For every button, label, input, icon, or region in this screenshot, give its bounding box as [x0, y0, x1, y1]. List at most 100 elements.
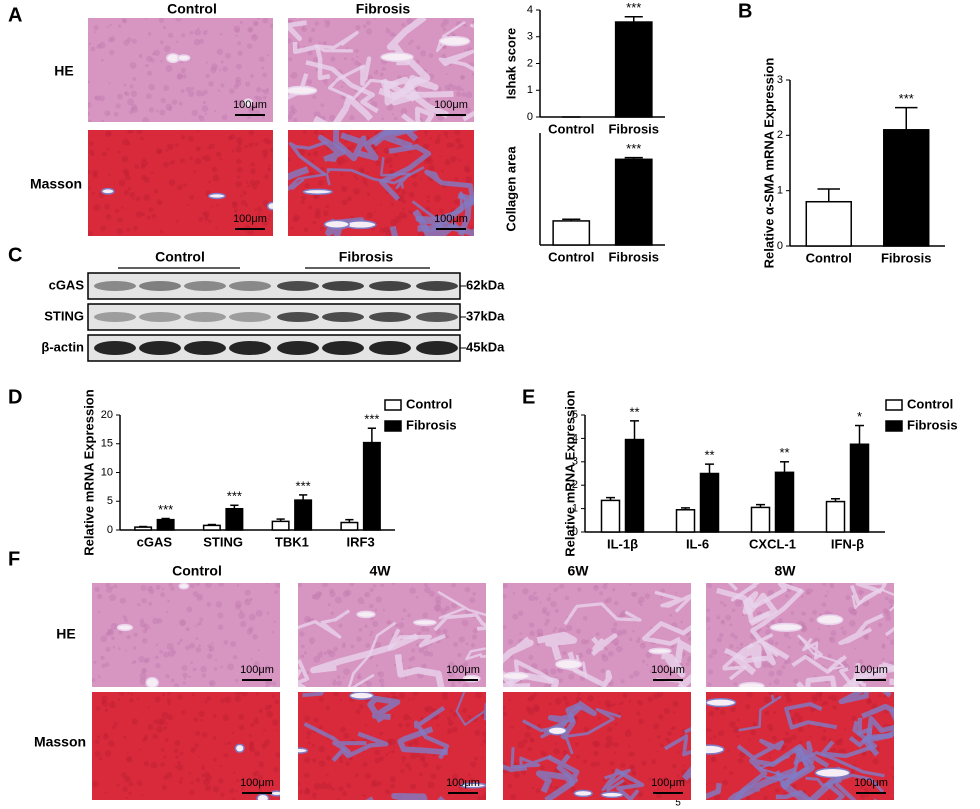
texture — [752, 722, 757, 727]
texture — [861, 590, 865, 594]
texture — [356, 636, 362, 642]
texture — [765, 629, 772, 636]
texture — [177, 184, 183, 191]
texture — [442, 628, 448, 635]
texture — [153, 49, 160, 56]
texture — [746, 692, 753, 698]
texture — [463, 48, 466, 51]
texture — [465, 91, 473, 99]
texture — [539, 601, 542, 604]
texture — [235, 34, 238, 37]
texture — [106, 586, 113, 593]
vessel — [256, 793, 270, 800]
y-tick-label: 1 — [572, 503, 578, 515]
texture — [421, 663, 427, 669]
texture — [351, 145, 354, 148]
texture — [512, 591, 515, 595]
texture — [204, 154, 211, 162]
texture — [152, 617, 159, 625]
group-label: Control — [155, 249, 205, 265]
texture — [508, 784, 513, 789]
texture — [325, 782, 332, 790]
texture — [180, 135, 186, 140]
texture — [890, 797, 894, 800]
texture — [891, 766, 894, 770]
texture — [160, 747, 165, 752]
texture — [257, 212, 261, 216]
texture — [401, 755, 407, 761]
texture — [300, 199, 305, 204]
texture — [182, 74, 187, 79]
texture — [166, 643, 174, 650]
texture — [830, 694, 838, 702]
significance: ** — [779, 445, 789, 460]
texture — [358, 672, 361, 676]
texture — [333, 130, 367, 162]
texture — [265, 665, 271, 670]
texture — [742, 614, 745, 617]
texture — [797, 634, 823, 660]
texture — [838, 737, 843, 743]
texture — [339, 157, 346, 165]
texture — [201, 766, 205, 771]
texture — [826, 590, 829, 593]
texture — [306, 618, 311, 623]
texture — [189, 789, 195, 796]
texture — [199, 617, 204, 622]
significance: *** — [296, 478, 311, 493]
texture — [241, 692, 248, 697]
texture — [366, 192, 370, 196]
texture — [161, 587, 165, 591]
texture — [627, 728, 631, 732]
texture — [101, 700, 108, 707]
texture — [89, 141, 94, 146]
texture — [155, 643, 159, 646]
texture — [153, 188, 159, 194]
texture — [391, 202, 394, 206]
texture — [237, 50, 243, 56]
texture — [577, 652, 584, 659]
texture — [736, 738, 785, 761]
texture — [250, 722, 255, 728]
texture — [147, 706, 150, 709]
blot-band — [277, 281, 319, 291]
texture — [262, 153, 268, 159]
texture — [217, 89, 221, 92]
texture — [350, 644, 355, 649]
texture — [123, 39, 130, 46]
texture — [503, 764, 528, 772]
texture — [812, 609, 818, 615]
texture — [403, 713, 410, 721]
texture — [641, 659, 646, 664]
texture — [845, 595, 851, 601]
texture — [318, 745, 326, 753]
x-tick-label: TBK1 — [275, 534, 309, 549]
texture — [656, 793, 662, 799]
row-label: HE — [54, 63, 73, 79]
texture — [218, 778, 224, 784]
texture — [563, 602, 642, 626]
texture — [209, 143, 215, 149]
texture — [719, 600, 724, 605]
texture — [236, 175, 239, 178]
texture — [861, 703, 894, 757]
texture — [448, 661, 455, 669]
texture — [254, 750, 260, 757]
blot-band — [277, 312, 319, 322]
texture — [472, 628, 478, 634]
texture — [574, 742, 579, 747]
texture — [228, 88, 235, 94]
texture — [393, 746, 396, 749]
blot-size: 37kDa — [466, 308, 505, 323]
y-tick-label: 2 — [527, 57, 533, 69]
texture — [154, 655, 159, 660]
texture — [328, 650, 336, 658]
texture — [187, 135, 195, 142]
texture — [152, 52, 156, 56]
texture — [314, 212, 321, 219]
error-bar — [831, 498, 840, 502]
texture — [205, 61, 209, 64]
texture — [106, 25, 110, 28]
texture — [843, 727, 847, 731]
texture — [200, 718, 203, 722]
